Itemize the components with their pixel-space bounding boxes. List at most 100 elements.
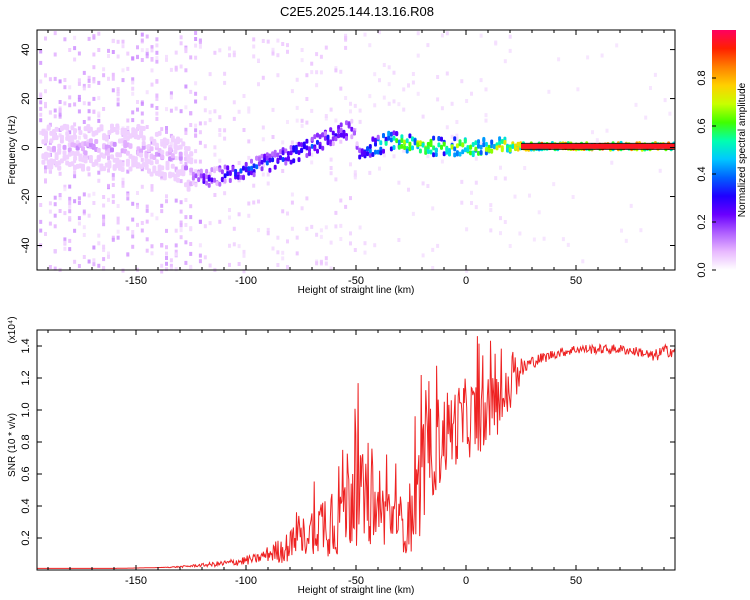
heatmap-cell: [368, 170, 372, 175]
heatmap-cell: [237, 212, 241, 217]
heatmap-cell: [465, 268, 469, 273]
heatmap-cell: [629, 203, 633, 208]
heatmap-cell: [379, 140, 383, 146]
heatmap-cell: [73, 155, 78, 161]
heatmap-cell: [389, 146, 393, 152]
heatmap-cell: [347, 122, 351, 127]
heatmap-cell: [490, 143, 494, 149]
heatmap-cell: [155, 93, 159, 98]
heatmap-cell: [339, 127, 343, 133]
heatmap-cell: [115, 129, 120, 135]
heatmap-cell: [189, 157, 194, 163]
heatmap-cell: [53, 108, 57, 113]
heatmap-cell: [205, 174, 209, 180]
heatmap-cell: [155, 50, 159, 55]
heatmap-cell: [102, 107, 106, 111]
heatmap-cell: [339, 223, 343, 228]
heatmap-cell: [48, 77, 52, 82]
heatmap-cell: [77, 81, 81, 86]
heatmap-cell: [465, 99, 469, 103]
heatmap-cell: [228, 46, 231, 51]
heatmap-cell: [232, 53, 236, 58]
heatmap-cell: [344, 204, 348, 209]
heatmap-cell: [445, 71, 449, 76]
heatmap-cell: [242, 128, 246, 132]
heatmap-cell: [121, 68, 125, 73]
heatmap-cell: [160, 269, 164, 274]
heatmap-cell: [591, 130, 594, 135]
heatmap-cell: [474, 156, 478, 161]
heatmap-cell: [552, 182, 556, 187]
heatmap-cell: [389, 137, 393, 143]
heatmap-cell: [471, 142, 475, 147]
heatmap-cell: [349, 101, 352, 106]
heatmap-cell: [77, 51, 81, 56]
heatmap-cell: [528, 193, 531, 198]
heatmap-cell: [323, 135, 327, 141]
heatmap-cell: [155, 79, 159, 83]
heatmap-cell: [184, 260, 188, 265]
heatmap-cell: [126, 118, 130, 123]
heatmap-cell: [315, 52, 319, 57]
x-tick-label: 0: [463, 575, 469, 587]
heatmap-cell: [92, 258, 96, 263]
heatmap-cell: [58, 133, 62, 138]
heatmap-cell: [266, 181, 270, 186]
heatmap-cell: [73, 128, 78, 134]
heatmap-cell: [218, 158, 222, 163]
heatmap-cell: [421, 142, 425, 148]
heatmap-cell: [453, 136, 457, 142]
heatmap-cell: [121, 44, 125, 49]
heatmap-cell: [73, 170, 77, 175]
heatmap-cell: [62, 144, 67, 150]
heatmap-cell: [271, 135, 275, 139]
heatmap-cell: [513, 194, 517, 199]
heatmap-cell: [411, 72, 415, 76]
heatmap-cell: [92, 109, 96, 114]
heatmap-cell: [198, 44, 202, 49]
heatmap-cell: [57, 143, 62, 149]
snr-y-axis-title: SNR (10 * v/v): [7, 413, 18, 477]
heatmap-cell: [112, 141, 117, 147]
heatmap-cell: [116, 87, 120, 92]
heatmap-cell: [477, 143, 480, 149]
heatmap-cell: [223, 71, 227, 76]
heatmap-cell: [178, 151, 183, 157]
heatmap-cell: [276, 250, 280, 255]
heatmap-cell: [649, 86, 652, 90]
heatmap-cell: [81, 166, 85, 172]
heatmap-cell: [479, 78, 483, 83]
colorbar-tick-label: 0.6: [696, 118, 708, 133]
heatmap-cell: [450, 144, 454, 150]
heatmap-cell: [77, 94, 81, 99]
heatmap-cell: [378, 78, 381, 83]
heatmap-cell: [339, 139, 343, 144]
heatmap-cell: [92, 201, 96, 205]
heatmap-cell: [397, 238, 401, 242]
heatmap-cell: [184, 84, 188, 89]
heatmap-cell: [226, 165, 230, 171]
heatmap-cell: [126, 193, 130, 198]
heatmap-cell: [310, 160, 314, 165]
heatmap-cell: [397, 180, 401, 185]
heatmap-cell: [482, 142, 486, 148]
heatmap-cell: [257, 82, 260, 87]
heatmap-cell: [281, 209, 285, 214]
heatmap-cell: [139, 152, 144, 158]
heatmap-cell: [184, 240, 188, 245]
heatmap-cell: [77, 126, 81, 131]
heatmap-cell: [102, 195, 106, 199]
y-tick-label: 0.2: [20, 530, 32, 545]
heatmap-cell: [189, 242, 193, 246]
heatmap-cell: [140, 32, 144, 37]
heatmap-cell: [160, 263, 164, 268]
heatmap-cell: [663, 98, 667, 103]
heatmap-cell: [131, 118, 135, 123]
heatmap-cell: [474, 146, 478, 152]
heatmap-cell: [408, 146, 412, 152]
heatmap-cell: [252, 183, 256, 188]
heatmap-cell: [44, 104, 47, 109]
heatmap-cell: [305, 226, 309, 231]
heatmap-cell: [160, 165, 165, 171]
heatmap-cell: [213, 109, 217, 114]
